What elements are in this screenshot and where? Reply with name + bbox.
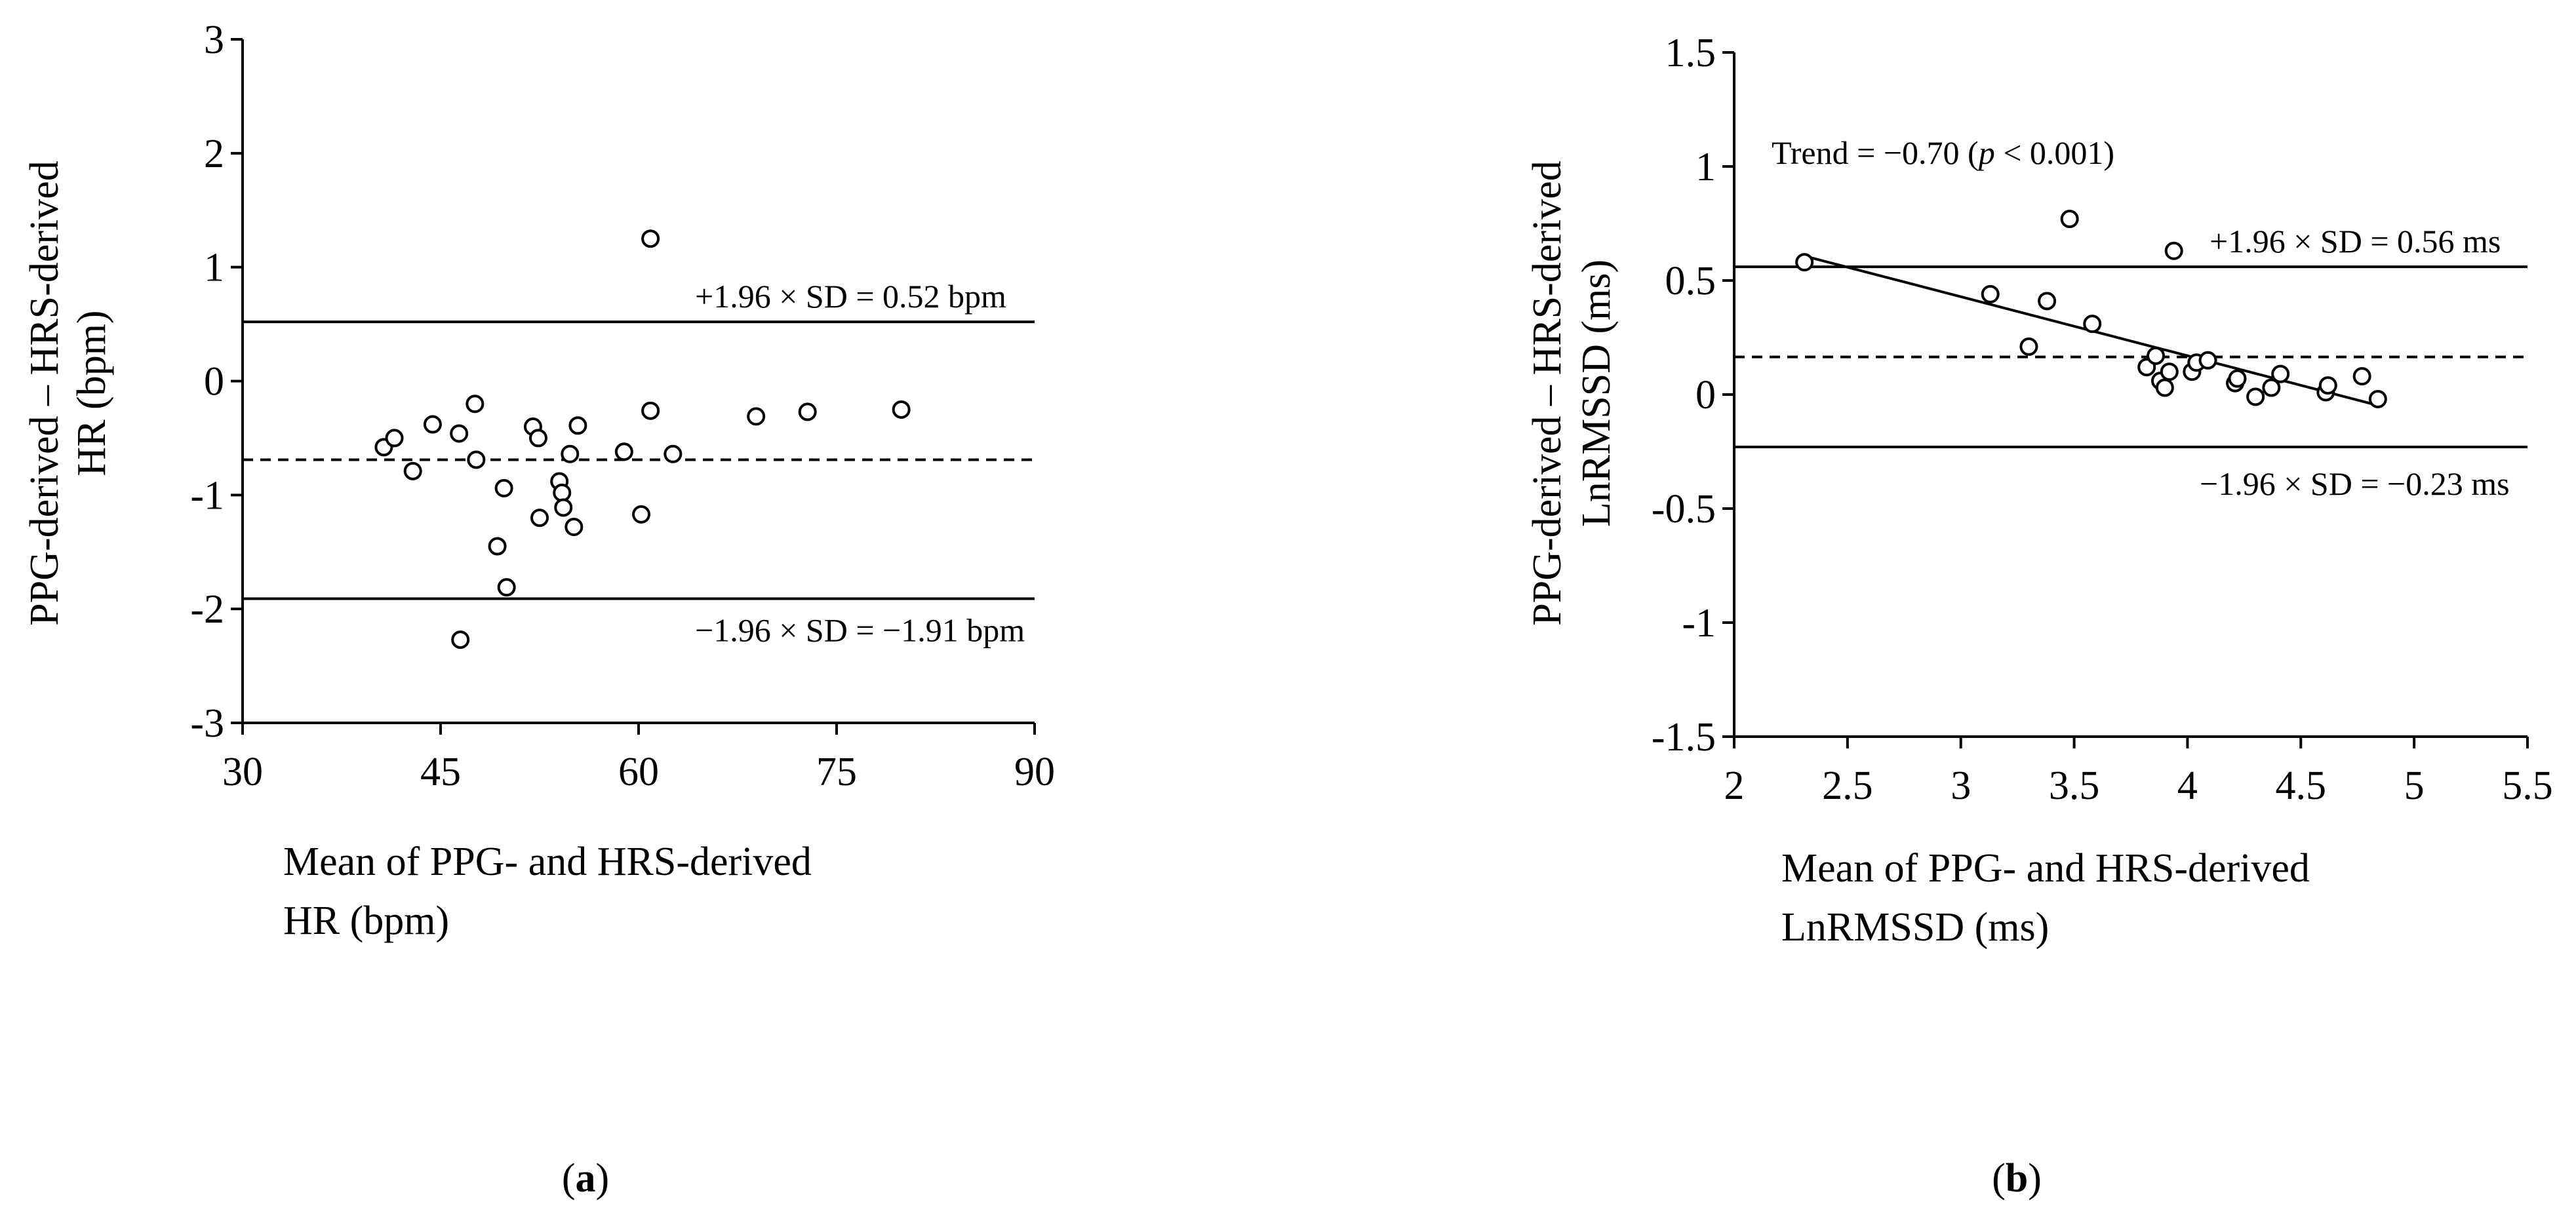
trend-annotation-p: p [1977, 134, 1995, 171]
panel-a-data-point [632, 505, 651, 524]
panel-b-x-tick-label: 2 [1724, 764, 1745, 808]
panel-a-data-point [423, 415, 442, 434]
panel-b-x-tick-label: 3 [1951, 764, 1971, 808]
panel-a-data-point [466, 395, 485, 414]
panel-a-chart: 3 2 1 0 -1 -2 -330 45 60 75 90 +1.96 × SD = 0.52 bp… [22, 18, 1055, 1201]
panel-b-data-point [2083, 315, 2102, 334]
panel-a-x-tick-label: 90 [1014, 750, 1055, 794]
panel-a-data-point [488, 537, 507, 556]
panel-a-x-tick-label: 30 [222, 750, 263, 794]
panel-a-data-point [554, 498, 573, 517]
panel-a-ylabel-line-2: HR (bpm) [69, 310, 114, 476]
panel-b-data-point [2352, 367, 2371, 386]
panel-b-data-point [2147, 346, 2166, 365]
panel-b-y-tick-label: 1 [1695, 145, 1716, 189]
panel-a-data-point [528, 429, 547, 448]
panel-a-x-tick-label: 60 [618, 750, 659, 794]
panel-b-xlabel-line-2: LnRMSSD (ms) [1781, 905, 2049, 950]
panel-a-y-tick-label: 1 [204, 246, 224, 290]
panel-b-x-tick-label: 3.5 [2049, 764, 2100, 808]
panel-b-y-tick-label: -0.5 [1652, 487, 1716, 532]
panel-a-x-tick-label: 45 [420, 750, 461, 794]
panel-a-data-point [403, 461, 422, 480]
panel-b-x-tick-label: 2.5 [1822, 764, 1873, 808]
panel-a-xlabel-line-2: HR (bpm) [283, 899, 449, 943]
panel-a-data-point [530, 509, 549, 528]
panel-b-x-tick-label: 4 [2177, 764, 2198, 808]
panel-b-lower-loa-line-label: −1.96 × SD = −0.23 ms [2200, 465, 2510, 502]
panel-b-label: (b) [1992, 1156, 2042, 1201]
panel-a-data-point [494, 478, 513, 497]
panel-a-label: (a) [562, 1156, 609, 1201]
panel-b-x-tick-label: 5 [2404, 764, 2425, 808]
panel-a-y-tick-label: 0 [204, 360, 224, 404]
panel-b-data-point [2160, 362, 2179, 381]
panel-b-data-point [1795, 253, 1814, 272]
panel-b-y-tick-label: 1.5 [1665, 31, 1716, 75]
panel-b-data-point [2198, 351, 2217, 370]
panel-a-y-tick-label: -1 [190, 473, 224, 518]
panel-a-data-point [641, 229, 660, 248]
panel-a-data-point [561, 444, 580, 463]
panel-b-ylabel-line-1: PPG-derived – HRS-derived [1525, 161, 1570, 625]
panel-b-upper-loa-line-label: +1.96 × SD = 0.56 ms [2209, 223, 2501, 260]
panel-b-data-point [2246, 387, 2265, 406]
panel-b-data-point [2262, 378, 2281, 397]
panel-b-data-point [2038, 292, 2057, 311]
panel-a-data-point [385, 429, 404, 448]
panel-a-x-tick-label: 75 [816, 750, 857, 794]
panel-b-chart: 1.5 1 0.5 0 -0.5 -1 -1.52 2.5 3 3.5 4 4.5 5 5.5 +1.96 … [1525, 31, 2553, 1201]
panel-b-data-point [1981, 284, 2000, 303]
panel-b-y-tick-label: -1.5 [1652, 715, 1716, 760]
panel-b-data-point [2060, 210, 2079, 229]
panel-a-y-tick-label: 2 [204, 132, 224, 176]
panel-b-data-point [2318, 376, 2337, 395]
panel-a-data-point [497, 578, 516, 597]
panel-a-ylabel-line-1: PPG-derived – HRS-derived [22, 161, 67, 625]
panel-b-data-point [2164, 241, 2183, 260]
panel-b-x-tick-label: 5.5 [2502, 764, 2553, 808]
panel-b-y-tick-label: 0 [1695, 373, 1716, 417]
panel-a-data-point [467, 450, 486, 469]
panel-a-marks: 3 2 1 0 -1 -2 -330 45 60 75 90 +1.96 × SD = 0.52 bp… [190, 18, 1055, 794]
panel-a-y-tick-label: 3 [204, 18, 224, 62]
panel-a-data-point [641, 401, 660, 420]
trend-annotation-suffix: < 0.001) [1995, 134, 2114, 171]
panel-b-data-point [2019, 337, 2038, 356]
panel-b-x-tick-label: 4.5 [2276, 764, 2327, 808]
panel-b-xlabel-line-1: Mean of PPG- and HRS-derived [1781, 846, 2310, 891]
panel-a-data-point [553, 483, 572, 502]
panel-b-data-point [2271, 364, 2290, 383]
panel-a-data-point [798, 402, 817, 421]
panel-a-xlabel-line-1: Mean of PPG- and HRS-derived [283, 840, 812, 884]
panel-a-data-point [568, 416, 587, 435]
panel-a-data-point [450, 424, 469, 443]
panel-b-data-point [2228, 369, 2247, 388]
panel-a-data-point [565, 518, 584, 537]
panel-a-data-point [892, 400, 911, 419]
panel-b-trend-annotation: Trend = −0.70 (p < 0.001) [1772, 134, 2114, 171]
panel-b-marks: 1.5 1 0.5 0 -0.5 -1 -1.52 2.5 3 3.5 4 4.5 5 5.5 +1.96 … [1652, 31, 2553, 808]
panel-b-ylabel-line-2: LnRMSSD (ms) [1574, 260, 1619, 527]
panel-b-data-point [2368, 389, 2387, 408]
panel-b-y-tick-label: 0.5 [1665, 259, 1716, 303]
panel-a-y-tick-label: -2 [190, 587, 224, 632]
panel-a-data-point [664, 444, 683, 463]
panel-a-data-point [614, 442, 633, 461]
panel-b-data-point [2155, 378, 2174, 397]
panel-b-y-tick-label: -1 [1682, 601, 1716, 646]
trend-annotation-prefix: Trend = −0.70 ( [1772, 134, 1979, 171]
panel-a-lower-loa-line-label: −1.96 × SD = −1.91 bpm [695, 612, 1025, 649]
panel-a-data-point [451, 630, 470, 649]
panel-a-y-tick-label: -3 [190, 701, 224, 746]
panel-a-upper-loa-line-label: +1.96 × SD = 0.52 bpm [695, 278, 1006, 315]
panel-a-data-point [747, 407, 766, 426]
